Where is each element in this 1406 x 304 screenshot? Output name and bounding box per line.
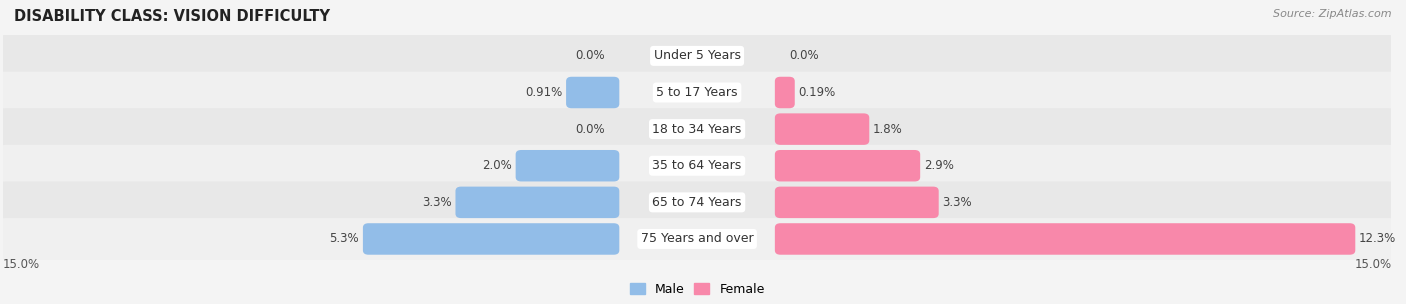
Text: 12.3%: 12.3% — [1360, 233, 1396, 245]
FancyBboxPatch shape — [567, 77, 619, 108]
Text: 0.91%: 0.91% — [526, 86, 562, 99]
FancyBboxPatch shape — [0, 218, 1396, 260]
Text: 0.0%: 0.0% — [575, 123, 605, 136]
Legend: Male, Female: Male, Female — [624, 278, 769, 301]
Text: 15.0%: 15.0% — [3, 258, 39, 271]
Text: 15.0%: 15.0% — [1354, 258, 1392, 271]
FancyBboxPatch shape — [775, 150, 920, 181]
FancyBboxPatch shape — [775, 113, 869, 145]
Text: 5.3%: 5.3% — [329, 233, 359, 245]
FancyBboxPatch shape — [775, 223, 1355, 255]
Text: 0.19%: 0.19% — [799, 86, 835, 99]
Text: 35 to 64 Years: 35 to 64 Years — [652, 159, 742, 172]
Text: 5 to 17 Years: 5 to 17 Years — [657, 86, 738, 99]
FancyBboxPatch shape — [516, 150, 619, 181]
FancyBboxPatch shape — [363, 223, 619, 255]
Text: 2.0%: 2.0% — [482, 159, 512, 172]
Text: 18 to 34 Years: 18 to 34 Years — [652, 123, 742, 136]
Text: 0.0%: 0.0% — [575, 49, 605, 62]
Text: 0.0%: 0.0% — [790, 49, 820, 62]
Text: Source: ZipAtlas.com: Source: ZipAtlas.com — [1274, 9, 1392, 19]
Text: 3.3%: 3.3% — [422, 196, 451, 209]
Text: Under 5 Years: Under 5 Years — [654, 49, 741, 62]
FancyBboxPatch shape — [0, 181, 1396, 223]
Text: 1.8%: 1.8% — [873, 123, 903, 136]
FancyBboxPatch shape — [0, 72, 1396, 113]
FancyBboxPatch shape — [0, 35, 1396, 77]
Text: 65 to 74 Years: 65 to 74 Years — [652, 196, 742, 209]
FancyBboxPatch shape — [456, 187, 619, 218]
FancyBboxPatch shape — [775, 187, 939, 218]
FancyBboxPatch shape — [775, 77, 794, 108]
Text: 3.3%: 3.3% — [942, 196, 972, 209]
FancyBboxPatch shape — [0, 145, 1396, 187]
Text: 2.9%: 2.9% — [924, 159, 953, 172]
Text: DISABILITY CLASS: VISION DIFFICULTY: DISABILITY CLASS: VISION DIFFICULTY — [14, 9, 330, 24]
FancyBboxPatch shape — [0, 108, 1396, 150]
Text: 75 Years and over: 75 Years and over — [641, 233, 754, 245]
